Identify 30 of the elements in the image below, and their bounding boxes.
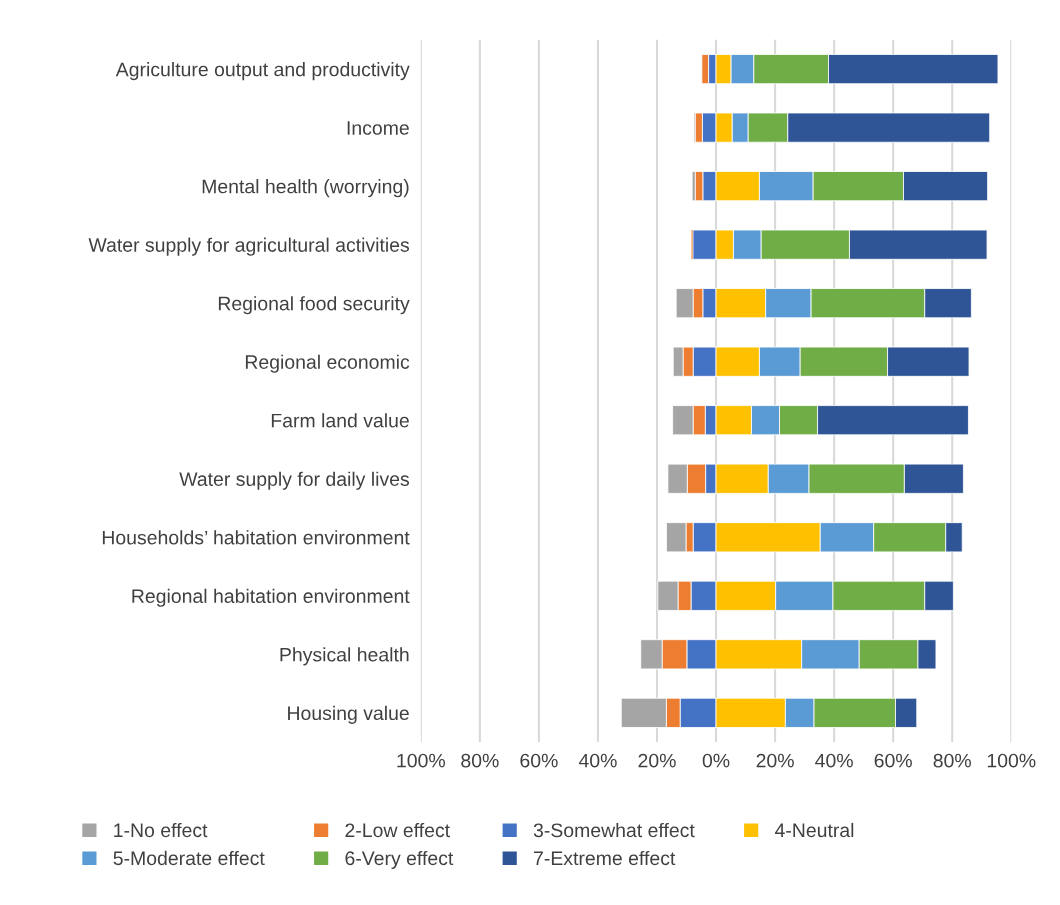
y-tick-label: Farm land value	[271, 413, 409, 428]
y-tick-label: Regional economic	[245, 354, 410, 373]
legend-label: 2-Low effect	[345, 822, 450, 838]
x-tick-label: 100%	[987, 753, 1036, 768]
y-tick-label: Regional habitation environment	[132, 588, 410, 607]
y-tick-label: Agriculture output and productivity	[115, 62, 410, 81]
legend-label: 3-Somewhat effect	[533, 822, 695, 838]
x-tick-label: 80%	[933, 753, 971, 768]
legend-label: 7-Extreme effect	[534, 850, 676, 866]
x-tick-label: 20%	[756, 753, 794, 768]
x-tick-label: 60%	[520, 753, 558, 768]
x-tick-label: 80%	[461, 753, 499, 768]
x-tick-label: 40%	[815, 753, 853, 768]
x-tick-label: 40%	[578, 753, 617, 768]
x-tick-label: 60%	[874, 753, 912, 768]
y-tick-label: Income	[347, 121, 409, 135]
y-tick-label: Physical health	[280, 647, 409, 666]
y-tick-label: Water supply for agricultural activities	[88, 237, 410, 256]
y-tick-label: Housing value	[288, 705, 409, 724]
x-tick-label: 100%	[397, 753, 445, 768]
y-tick-label: Households’ habitation environment	[102, 530, 410, 545]
x-tick-label: 0%	[702, 753, 730, 768]
legend-label: 5-Moderate effect	[113, 850, 265, 866]
legend-label: 4-Neutral	[774, 822, 854, 838]
legend-label: 1-No effect	[114, 822, 208, 838]
y-tick-label: Water supply for daily lives	[179, 471, 410, 490]
y-tick-label: Mental health (worrying)	[202, 179, 409, 198]
x-tick-label: 20%	[638, 753, 676, 768]
legend-label: 6-Very effect	[345, 850, 454, 869]
y-tick-label: Regional food security	[218, 296, 410, 315]
